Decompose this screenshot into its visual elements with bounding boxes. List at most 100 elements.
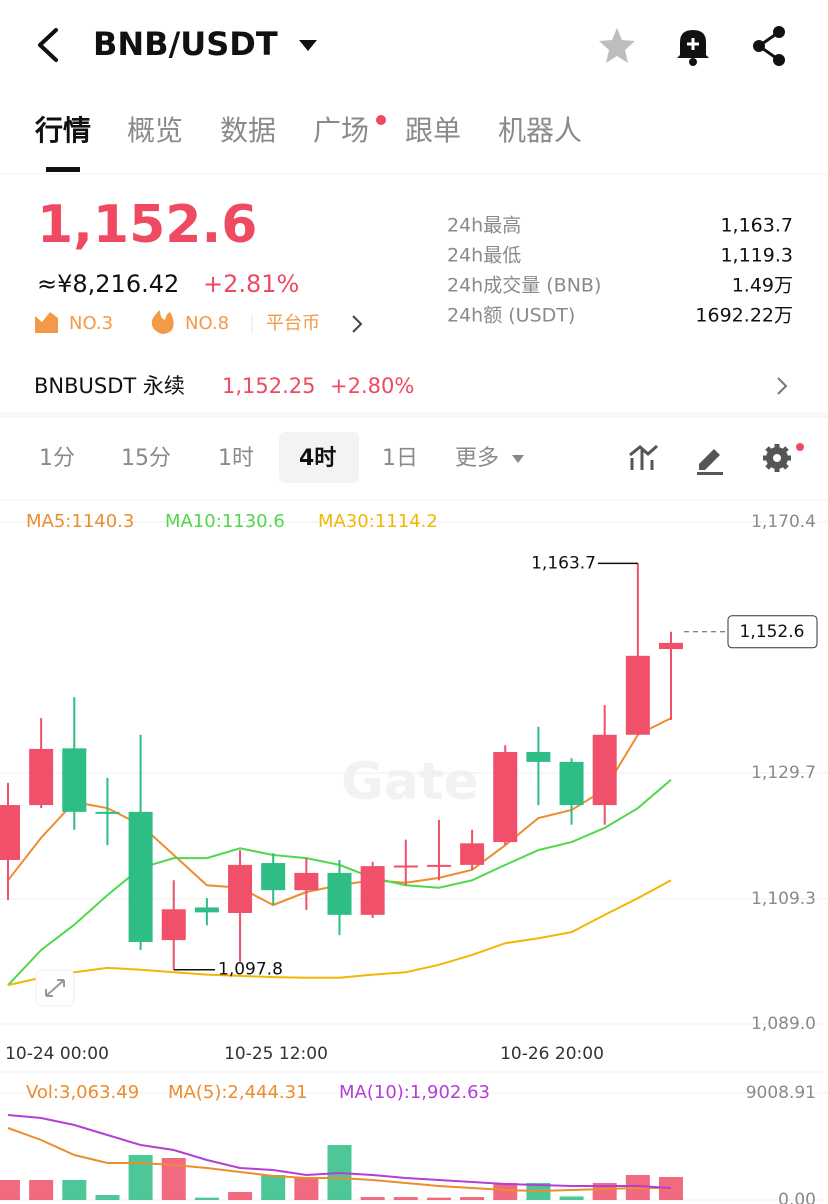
y-tick-label: 1,109.3 bbox=[751, 889, 816, 909]
volume-bar bbox=[29, 1179, 54, 1200]
interval[interactable]: 1日 bbox=[382, 446, 418, 471]
y-tick-label: 9008.91 bbox=[746, 1083, 816, 1103]
volume-bar bbox=[95, 1194, 120, 1200]
candle-body bbox=[559, 761, 584, 806]
volume-bar bbox=[294, 1178, 319, 1200]
tab[interactable]: 机器人 bbox=[498, 114, 582, 147]
annotation: 1,163.7 bbox=[531, 553, 596, 573]
stat-label: 24h额 (USDT) bbox=[447, 305, 575, 327]
tab[interactable]: 广场 bbox=[313, 114, 369, 147]
stat-value: 1,163.7 bbox=[720, 215, 793, 237]
candle-body bbox=[161, 909, 186, 941]
category-badge[interactable]: 平台币 bbox=[266, 313, 320, 334]
candle-body bbox=[360, 866, 385, 915]
alert-icon[interactable] bbox=[677, 30, 709, 66]
volume-bar bbox=[128, 1154, 153, 1200]
settings-icon[interactable] bbox=[763, 444, 791, 472]
candle-body bbox=[393, 865, 418, 868]
hot-badge[interactable]: NO.8 bbox=[185, 313, 229, 334]
volume-bar bbox=[426, 1197, 451, 1200]
y-tick-label: 1,170.4 bbox=[751, 512, 816, 532]
hot-icon bbox=[151, 310, 174, 334]
tab[interactable]: 行情 bbox=[34, 114, 91, 147]
x-tick-label: 10-25 12:00 bbox=[224, 1044, 328, 1064]
interval[interactable]: 1分 bbox=[39, 446, 75, 471]
volume-bar bbox=[194, 1197, 219, 1200]
volume-bar bbox=[592, 1183, 617, 1200]
candle-body bbox=[625, 655, 650, 735]
stat-value: 1,119.3 bbox=[720, 245, 793, 267]
legend-entry: MA30:1114.2 bbox=[318, 511, 438, 532]
y-tick-label: 1,089.0 bbox=[751, 1014, 816, 1034]
y-tick-label: 1,129.7 bbox=[751, 763, 816, 783]
candlestick-chart: Gate 1,170.4 1,129.7 1,109.3 1,089.0 MA5:1140… bbox=[0, 511, 828, 1064]
interval[interactable]: 15分 bbox=[121, 446, 171, 471]
tab[interactable]: 跟单 bbox=[405, 114, 461, 147]
notification-dot bbox=[376, 115, 386, 125]
candle-body bbox=[261, 863, 286, 891]
legend-entry: Vol:3,063.49 bbox=[26, 1082, 139, 1103]
y-tick-label: 0.00 bbox=[778, 1190, 816, 1204]
rank-badge[interactable]: NO.3 bbox=[69, 313, 113, 334]
volume-bar bbox=[460, 1197, 485, 1200]
interval[interactable]: 1时 bbox=[218, 446, 254, 471]
stat-value: 1.49万 bbox=[732, 275, 793, 297]
candle-body bbox=[426, 864, 451, 867]
chevron[interactable] bbox=[777, 377, 788, 395]
annotation: 1,097.8 bbox=[218, 960, 283, 980]
volume-bar bbox=[393, 1197, 418, 1200]
volume-bar bbox=[228, 1191, 253, 1200]
volume-bar bbox=[493, 1183, 518, 1200]
tab-indicator bbox=[46, 167, 80, 172]
rank-icon bbox=[35, 312, 58, 333]
candle-body bbox=[327, 872, 352, 915]
stat-value: 1692.22万 bbox=[695, 305, 793, 327]
chevron[interactable] bbox=[352, 315, 363, 333]
perp-name[interactable]: BNBUSDT 永续 bbox=[34, 374, 185, 398]
candle-body bbox=[659, 642, 683, 650]
candle-body bbox=[95, 811, 120, 814]
ma-line bbox=[7, 1127, 671, 1192]
volume-chart: 9008.91 0.00 Vol:3,063.49 MA(5):2,444.31 MA(… bbox=[0, 1082, 828, 1204]
volume-bar bbox=[261, 1174, 286, 1200]
perp-change[interactable]: +2.80% bbox=[330, 374, 414, 398]
candle-body bbox=[460, 843, 485, 865]
legend-entry: MA(10):1,902.63 bbox=[339, 1082, 490, 1103]
candle-body bbox=[294, 872, 319, 891]
stat-label: 24h最高 bbox=[447, 215, 521, 237]
legend-entry: MA10:1130.6 bbox=[165, 511, 285, 532]
candle-body bbox=[128, 811, 153, 942]
pair-dropdown[interactable] bbox=[299, 40, 317, 51]
notification-dot bbox=[796, 443, 804, 451]
tab[interactable]: 概览 bbox=[127, 114, 183, 147]
interval-selected-bg bbox=[279, 432, 359, 483]
candle-body bbox=[526, 752, 551, 762]
x-tick-label: 10-24 00:00 bbox=[5, 1044, 109, 1064]
favorite-icon[interactable] bbox=[599, 28, 635, 63]
ma-line bbox=[7, 1113, 672, 1190]
x-tick-label: 10-26 20:00 bbox=[500, 1044, 604, 1064]
share-icon[interactable] bbox=[753, 26, 785, 66]
candle-body bbox=[62, 748, 87, 812]
interval[interactable]: 更多 bbox=[455, 446, 499, 471]
stat-label: 24h成交量 (BNB) bbox=[447, 275, 601, 297]
interval[interactable]: 4时 bbox=[299, 446, 336, 471]
stat-label: 24h最低 bbox=[447, 245, 521, 267]
candle-body bbox=[194, 907, 219, 913]
back-button[interactable] bbox=[38, 28, 58, 62]
last-price: 1,152.6 bbox=[37, 195, 257, 255]
candle-body bbox=[228, 864, 253, 913]
tab[interactable]: 数据 bbox=[220, 114, 276, 147]
price-label: 1,152.6 bbox=[740, 622, 805, 642]
legend-entry: MA5:1140.3 bbox=[26, 511, 134, 532]
candle-body bbox=[29, 748, 54, 806]
more-dropdown[interactable] bbox=[512, 455, 524, 463]
cny-price: ≈¥8,216.42 bbox=[37, 270, 179, 298]
price-box bbox=[727, 615, 818, 649]
indicator-icon[interactable] bbox=[629, 444, 658, 470]
pair-title[interactable]: BNB/USDT bbox=[93, 25, 278, 63]
draw-icon[interactable] bbox=[697, 449, 723, 475]
perp-price[interactable]: 1,152.25 bbox=[222, 374, 316, 398]
